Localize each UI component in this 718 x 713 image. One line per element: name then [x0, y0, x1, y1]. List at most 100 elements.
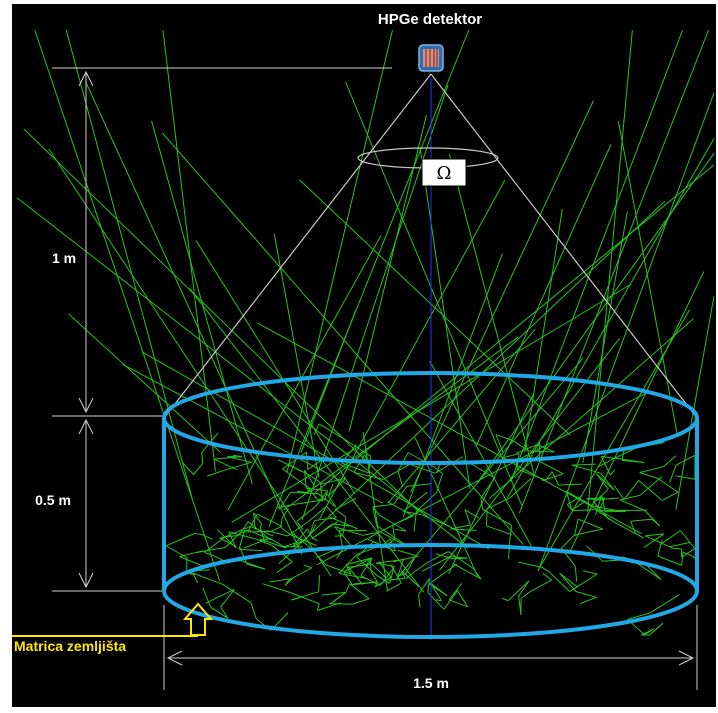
track-segment: [281, 508, 289, 518]
track-segment: [328, 484, 334, 497]
track-segment: [405, 555, 417, 574]
track-segment: [541, 479, 544, 481]
track-segment: [325, 492, 337, 508]
track-segment: [371, 563, 387, 579]
track-segment: [380, 568, 394, 586]
track-segment: [316, 603, 320, 611]
track-segment: [559, 572, 577, 592]
track-segment: [448, 583, 463, 601]
track-segment: [518, 29, 710, 514]
track-segment: [213, 456, 243, 460]
track-segment: [151, 120, 253, 485]
track-segment: [538, 460, 564, 475]
track-segment: [297, 490, 308, 494]
track-segment: [262, 583, 290, 593]
track-segment: [303, 564, 312, 569]
track-segment: [223, 461, 252, 471]
track-segment: [372, 506, 381, 516]
track-segment: [241, 530, 271, 533]
track-segment: [379, 514, 407, 532]
track-segment: [334, 497, 357, 510]
track-segment: [421, 514, 451, 528]
track-segment: [596, 473, 615, 491]
track-segment: [502, 597, 509, 602]
track-segment: [486, 497, 511, 510]
track-segment: [595, 509, 616, 524]
track-segment: [392, 524, 396, 540]
track-segment: [309, 475, 323, 485]
track-segment: [644, 510, 661, 527]
soil-cylinder: [162, 371, 699, 639]
track-segment: [360, 575, 381, 586]
track-segment: [452, 563, 482, 580]
track-segment: [345, 81, 523, 506]
omega-label: Ω: [437, 163, 452, 184]
track-segment: [299, 179, 571, 436]
track-segment: [619, 499, 645, 511]
track-segment: [165, 545, 188, 558]
track-segment: [239, 547, 248, 565]
track-segment: [659, 530, 681, 546]
track-segment: [405, 571, 415, 579]
track-segment: [574, 519, 579, 536]
omega-label-box: Ω: [421, 158, 467, 187]
track-segment: [448, 551, 474, 569]
track-segment: [181, 461, 194, 475]
track-segment: [504, 453, 520, 458]
track-segment: [601, 456, 620, 460]
track-segment: [475, 144, 612, 446]
track-segment: [661, 491, 679, 501]
track-segment: [259, 538, 266, 544]
track-segment: [601, 495, 606, 512]
track-segment: [244, 537, 270, 549]
track-segment: [238, 530, 245, 550]
track-segment: [343, 438, 372, 457]
track-segment: [328, 477, 347, 497]
track-segment: [195, 546, 226, 554]
track-segment: [657, 478, 679, 493]
track-segment: [341, 462, 369, 474]
track-segment: [597, 458, 614, 468]
track-segment: [675, 296, 715, 510]
track-segment: [201, 452, 204, 464]
track-segment: [387, 328, 536, 504]
track-segment: [561, 534, 575, 549]
track-segment: [228, 531, 256, 540]
track-segment: [318, 423, 345, 440]
track-segment: [456, 590, 469, 608]
track-segment: [311, 504, 318, 511]
track-segment: [227, 455, 237, 458]
track-segment: [320, 477, 347, 485]
track-segment: [306, 488, 309, 493]
track-segment: [273, 233, 320, 478]
track-segment: [338, 572, 367, 579]
track-segment: [307, 505, 327, 523]
track-segment: [609, 469, 616, 476]
track-segment: [278, 491, 292, 510]
track-segment: [545, 471, 553, 481]
track-segment: [520, 591, 531, 599]
track-segment: [219, 534, 239, 539]
track-segment: [476, 153, 715, 484]
track-segment: [592, 505, 618, 512]
track-segment: [524, 209, 563, 453]
track-segment: [288, 567, 313, 581]
track-segment: [376, 574, 390, 584]
track-segment: [657, 555, 682, 566]
track-segment: [296, 509, 312, 522]
track-segment: [639, 476, 663, 496]
track-segment: [289, 591, 320, 605]
track-segment: [383, 463, 410, 480]
track-segment: [385, 582, 402, 592]
track-segment: [392, 515, 414, 526]
track-segment: [306, 487, 328, 492]
track-segment: [596, 473, 609, 490]
track-segment: [212, 555, 223, 561]
track-segment: [612, 446, 638, 460]
track-segment: [16, 197, 468, 549]
track-segment: [161, 132, 524, 545]
track-segment: [435, 553, 453, 560]
track-segment: [518, 561, 542, 568]
track-segment: [507, 580, 530, 601]
track-segment: [571, 464, 601, 474]
